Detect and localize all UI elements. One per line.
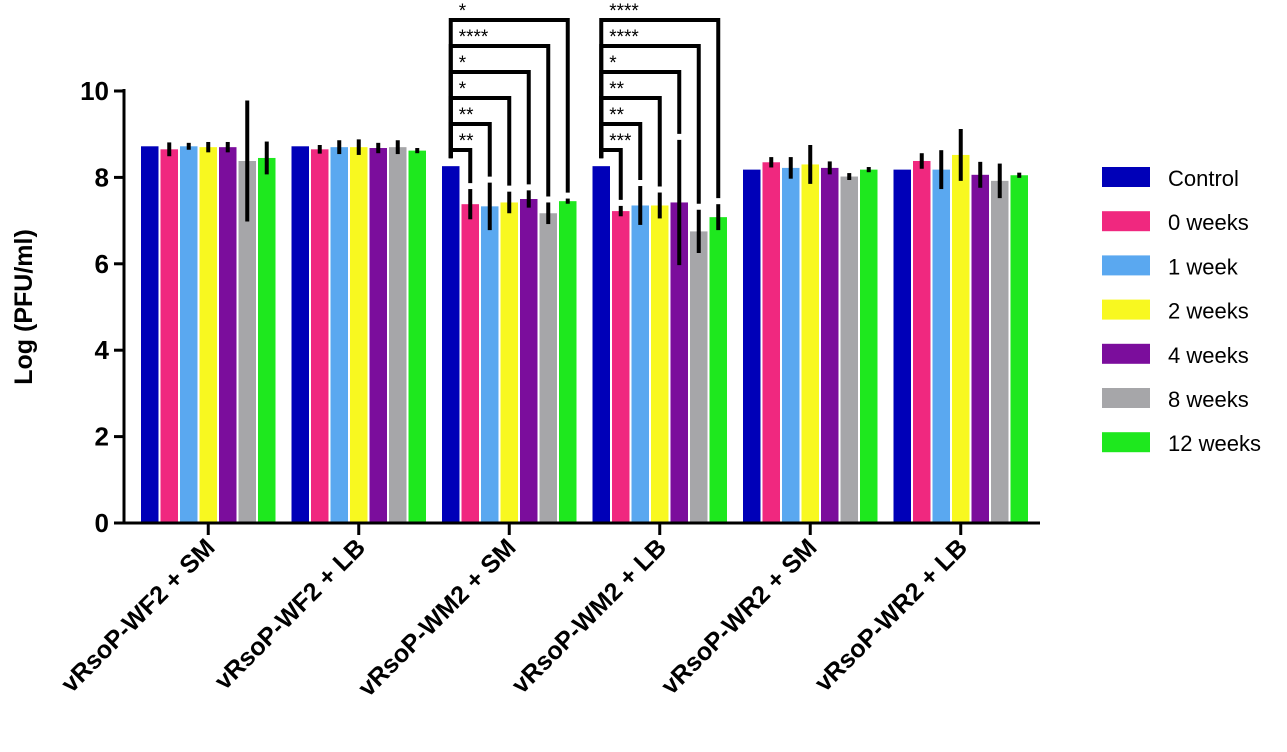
bar-1-4	[199, 147, 217, 523]
bar-6-1	[893, 169, 911, 523]
bar-1-3	[180, 146, 198, 523]
bar-3-5	[520, 199, 538, 523]
bars-layer	[141, 146, 1028, 524]
legend-label-4: 2 weeks	[1168, 299, 1249, 324]
bar-5-6	[840, 176, 858, 523]
bar-1-7	[258, 157, 276, 523]
bar-3-1	[442, 166, 460, 523]
bar-6-3	[932, 169, 950, 523]
bar-4-6	[690, 231, 708, 523]
bar-4-4	[651, 205, 669, 524]
bar-3-4	[500, 202, 518, 523]
x-tick-label-6: vRsoP-WR2 + LB	[809, 533, 973, 697]
legend-swatch-4	[1102, 299, 1150, 320]
bar-2-4	[350, 147, 368, 523]
legend-label-3: 1 week	[1168, 254, 1239, 279]
x-tick-label-3: vRsoP-WM2 + SM	[353, 533, 522, 702]
bar-1-5	[219, 147, 237, 523]
bar-1-1	[141, 146, 159, 523]
significance-label-8: **	[609, 105, 624, 126]
bar-1-2	[160, 149, 178, 523]
bar-5-7	[860, 169, 878, 523]
y-tick-label-0: 0	[95, 508, 109, 538]
bar-5-3	[782, 167, 800, 523]
y-tick-label-2: 4	[95, 335, 110, 365]
legend-swatch-6	[1102, 388, 1150, 408]
significance-label-12: ****	[609, 1, 639, 22]
bar-3-7	[559, 201, 577, 523]
significance-label-6: *	[459, 1, 467, 22]
legend-swatch-3	[1102, 255, 1150, 276]
bar-6-5	[971, 174, 989, 524]
legend-label-1: Control	[1168, 166, 1239, 191]
significance-label-4: *	[459, 53, 467, 74]
bar-6-2	[913, 160, 931, 523]
legend-label-5: 4 weeks	[1168, 343, 1249, 368]
bar-2-6	[389, 147, 407, 523]
bar-6-6	[991, 180, 1009, 523]
significance-label-1: **	[459, 131, 474, 152]
bar-2-3	[330, 147, 348, 523]
y-tick-label-5: 10	[80, 76, 109, 106]
significance-layer: ***************************	[448, 1, 721, 204]
legend-label-6: 8 weeks	[1168, 387, 1249, 412]
y-tick-label-1: 2	[95, 422, 109, 452]
significance-label-7: ***	[609, 131, 632, 152]
error-bars-layer	[167, 100, 1022, 266]
legend-label-7: 12 weeks	[1168, 431, 1261, 456]
bar-4-3	[631, 205, 649, 524]
x-tick-label-1: vRsoP-WF2 + SM	[56, 533, 221, 698]
legend-swatch-2	[1102, 211, 1150, 232]
significance-bracket-12	[599, 18, 721, 199]
bar-5-2	[762, 162, 780, 523]
bar-4-5	[670, 202, 688, 523]
bar-4-7	[709, 217, 727, 524]
legend-label-2: 0 weeks	[1168, 210, 1249, 235]
bar-2-5	[369, 148, 387, 524]
significance-label-9: **	[609, 79, 624, 100]
bar-4-2	[612, 211, 630, 523]
legend-swatch-7	[1102, 432, 1150, 453]
significance-label-5: ****	[459, 27, 489, 48]
y-axis-label: Log (PFU/ml)	[10, 229, 38, 385]
bar-5-4	[801, 164, 819, 523]
bar-6-4	[952, 154, 970, 523]
y-tick-label-4: 8	[95, 162, 109, 192]
x-tick-label-4: vRsoP-WM2 + LB	[506, 533, 672, 699]
significance-bracket-6	[448, 18, 570, 193]
bar-2-2	[311, 149, 329, 523]
x-tick-label-2: vRsoP-WF2 + LB	[209, 533, 371, 695]
bar-6-7	[1010, 175, 1028, 524]
significance-label-10: *	[609, 53, 617, 74]
bar-5-1	[743, 169, 761, 523]
legend-swatch-1	[1102, 167, 1150, 187]
legend: Control 0 weeks 1 week 2 weeks 4 weeks 8 week…	[1102, 166, 1261, 456]
bar-4-1	[592, 166, 610, 523]
bar-2-7	[408, 150, 426, 523]
y-tick-label-3: 6	[95, 249, 109, 279]
bar-5-5	[821, 167, 839, 523]
significance-label-11: ****	[609, 27, 639, 48]
bar-3-3	[481, 206, 499, 523]
significance-label-2: **	[459, 105, 474, 126]
bar-2-1	[291, 146, 309, 523]
bar-3-2	[461, 204, 479, 523]
legend-swatch-5	[1102, 343, 1150, 364]
bar-3-6	[539, 213, 557, 524]
significance-label-3: *	[459, 79, 467, 100]
bar-1-6	[238, 160, 256, 523]
x-tick-label-5: vRsoP-WR2 + SM	[656, 533, 823, 700]
